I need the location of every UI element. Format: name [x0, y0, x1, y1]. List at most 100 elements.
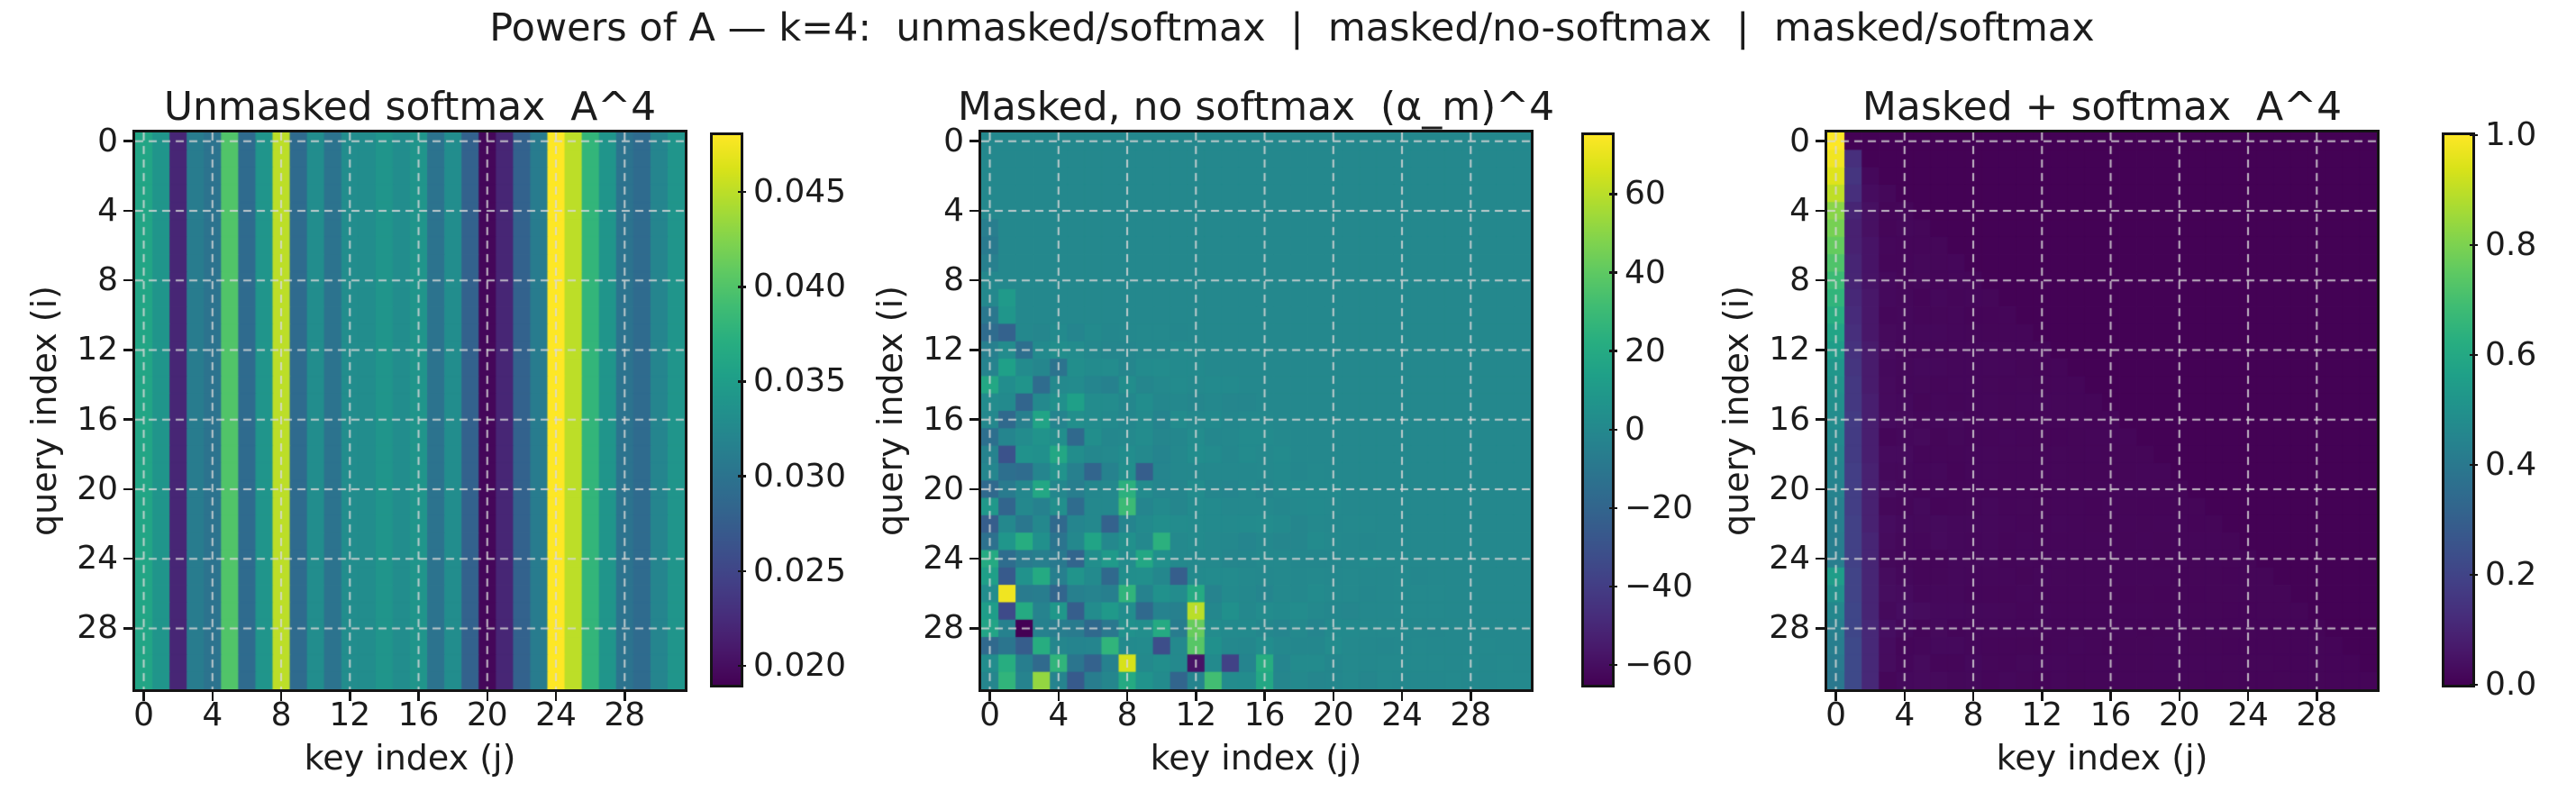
- panel-2-y-tick-mark: [1816, 278, 1825, 282]
- panel-1-colorbar-tick-label: 60: [1625, 175, 1666, 213]
- panel-1-colorbar-tick-mark: [1609, 350, 1617, 352]
- panel-0-title: Unmasked softmax A^4: [163, 84, 657, 130]
- panel-2-y-tick-label: 24: [1769, 540, 1810, 578]
- panel-1-x-tick-label: 24: [1381, 696, 1423, 733]
- panel-1-colorbar-tick-mark: [1609, 585, 1617, 588]
- panel-1-x-tick-label: 8: [1116, 696, 1138, 733]
- panel-2-colorbar-tick-label: 0.6: [2485, 336, 2537, 373]
- panel-0-colorbar-tick-mark: [738, 475, 746, 478]
- panel-2-x-tick-label: 4: [1894, 696, 1916, 733]
- panel-0-x-tick-label: 16: [397, 696, 440, 733]
- panel-2-y-tick-label: 16: [1769, 400, 1810, 438]
- panel-0-colorbar-tick-label: 0.045: [753, 173, 847, 211]
- panel-1-y-tick-mark: [969, 140, 979, 142]
- panel-1-xlabel: key index (j): [1150, 738, 1362, 778]
- panel-2-y-tick-mark: [1816, 209, 1825, 213]
- figure-suptitle: Powers of A — k=4: unmasked/softmax | ma…: [489, 5, 2095, 50]
- panel-1-x-tick-mark: [1195, 692, 1197, 701]
- panel-1-y-tick-mark: [969, 349, 979, 351]
- panel-0-x-tick-label: 12: [329, 696, 371, 733]
- panel-1-y-tick-label: 16: [923, 400, 964, 438]
- panel-2-y-tick-mark: [1816, 627, 1825, 630]
- panel-1-y-tick-mark: [969, 209, 979, 213]
- panel-1-x-tick-label: 16: [1243, 696, 1286, 733]
- panel-2-x-tick-label: 24: [2227, 696, 2269, 733]
- panel-0-x-tick-mark: [349, 692, 351, 701]
- panel-2-y-tick-label: 20: [1769, 469, 1810, 507]
- panel-2-x-tick-label: 8: [1962, 696, 1984, 733]
- panel-1-colorbar: [1581, 132, 1615, 687]
- panel-2-colorbar-tick-mark: [2470, 243, 2478, 247]
- panel-1-y-tick-mark: [969, 278, 979, 282]
- panel-0-colorbar-tick-mark: [738, 190, 746, 194]
- panel-2-colorbar-tick-label: 0.2: [2485, 556, 2537, 593]
- panel-0-colorbar-tick-label: 0.035: [753, 362, 847, 400]
- panel-0-x-tick-mark: [624, 692, 626, 701]
- panel-0-x-tick-mark: [279, 692, 283, 701]
- panel-1-y-tick-label: 28: [923, 609, 964, 647]
- panel-2-y-tick-label: 0: [1789, 122, 1810, 159]
- panel-1-x-tick-mark: [988, 692, 991, 701]
- panel-0-y-tick-mark: [123, 418, 132, 421]
- panel-2-x-tick-mark: [1834, 692, 1837, 701]
- panel-1-colorbar-tick-label: 0: [1625, 410, 1645, 448]
- panel-1-x-tick-label: 28: [1450, 696, 1492, 733]
- panel-0-y-tick-label: 24: [77, 540, 118, 578]
- panel-0-colorbar-tick-mark: [738, 569, 746, 573]
- panel-0-x-tick-mark: [211, 692, 214, 701]
- panel-2-x-tick-mark: [1903, 692, 1907, 701]
- panel-1-x-tick-mark: [1057, 692, 1060, 701]
- panel-2-x-tick-mark: [1971, 692, 1975, 701]
- panel-1-colorbar-tick-mark: [1609, 506, 1617, 510]
- panel-1-x-tick-mark: [1263, 692, 1266, 701]
- panel-1-y-tick-mark: [969, 418, 979, 421]
- panel-1-title: Masked, no softmax (α_m)^4: [957, 84, 1555, 130]
- panel-0-y-tick-mark: [123, 209, 132, 213]
- panel-1-x-tick-mark: [1332, 692, 1335, 701]
- panel-0-y-tick-label: 8: [97, 261, 118, 299]
- panel-0-colorbar-tick-label: 0.030: [753, 457, 847, 495]
- panel-2-x-tick-label: 16: [2089, 696, 2132, 733]
- panel-1-colorbar-tick-label: −20: [1625, 488, 1693, 526]
- panel-0-colorbar-tick-label: 0.040: [753, 268, 847, 305]
- panel-2-colorbar-tick-label: 0.0: [2485, 666, 2537, 703]
- panel-1-colorbar-tick-mark: [1609, 663, 1617, 667]
- panel-2-x-tick-mark: [2246, 692, 2250, 701]
- panel-1-y-tick-mark: [969, 487, 979, 491]
- panel-0-y-tick-mark: [123, 557, 132, 560]
- panel-1-x-tick-label: 4: [1048, 696, 1070, 733]
- panel-0-x-tick-label: 4: [202, 696, 223, 733]
- panel-1-x-tick-mark: [1125, 692, 1129, 701]
- panel-0-y-tick-label: 28: [77, 609, 118, 647]
- panel-0-x-tick-mark: [417, 692, 420, 701]
- panel-0-plot-area: [132, 130, 687, 692]
- panel-0-x-tick-mark: [486, 692, 489, 701]
- panel-2-y-tick-mark: [1816, 418, 1825, 421]
- panel-2-colorbar-tick-label: 0.4: [2485, 446, 2537, 483]
- panel-1-x-tick-label: 20: [1312, 696, 1354, 733]
- panel-1-colorbar-tick-label: −60: [1625, 646, 1693, 684]
- panel-0-y-tick-label: 16: [77, 400, 118, 438]
- panel-0-colorbar-tick-mark: [738, 380, 746, 383]
- panel-0-y-tick-mark: [123, 627, 132, 630]
- panel-2-y-tick-mark: [1816, 487, 1825, 491]
- panel-1-colorbar-tick-mark: [1609, 193, 1617, 196]
- panel-0-y-tick-mark: [123, 140, 132, 142]
- panel-2-y-tick-mark: [1816, 140, 1825, 142]
- panel-0-x-tick-label: 0: [133, 696, 154, 733]
- panel-2-x-tick-mark: [2041, 692, 2044, 701]
- panel-0-y-tick-mark: [123, 487, 132, 491]
- panel-2-x-tick-label: 12: [2021, 696, 2063, 733]
- panel-1-x-tick-mark: [1470, 692, 1472, 701]
- panel-1-colorbar-tick-mark: [1609, 271, 1617, 274]
- panel-0-x-tick-label: 8: [270, 696, 292, 733]
- panel-2-x-tick-label: 0: [1825, 696, 1846, 733]
- panel-1-y-tick-label: 0: [943, 122, 964, 159]
- panel-0-y-tick-label: 12: [77, 331, 118, 369]
- panel-0-x-tick-mark: [142, 692, 145, 701]
- panel-0-y-tick-label: 4: [97, 191, 118, 229]
- panel-2-y-tick-label: 28: [1769, 609, 1810, 647]
- panel-2-colorbar-tick-mark: [2470, 353, 2478, 357]
- panel-0-colorbar: [710, 132, 743, 687]
- panel-0-ylabel: query index (i): [24, 285, 64, 537]
